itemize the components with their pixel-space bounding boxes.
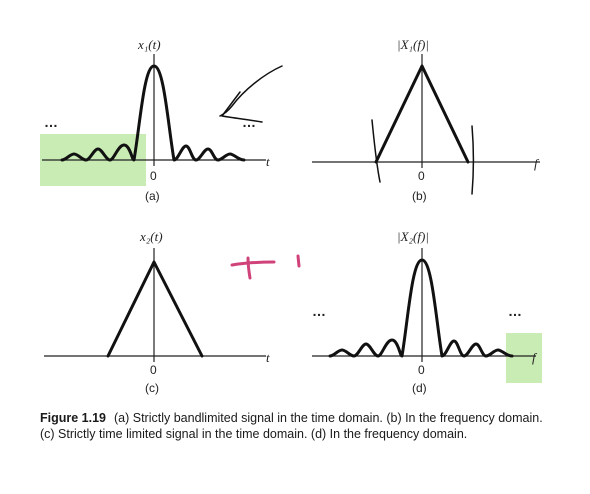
panel-d-sinc-curve — [328, 258, 514, 358]
panel-a: x₁(t) … … 0 t (a) — [42, 37, 270, 203]
panel-c-triangle — [106, 260, 204, 358]
panel-c-label: (c) — [145, 381, 159, 395]
panel-c-axis-variable: t — [266, 350, 270, 365]
panel-b-right-bracket — [471, 125, 475, 195]
panel-a-axis-variable: t — [266, 154, 270, 169]
panel-b-title: |X₁(f)| — [397, 37, 429, 52]
panel-a-zero-tick: 0 — [150, 169, 157, 183]
panel-d-dots-left: … — [312, 303, 326, 319]
panel-b-label: (b) — [412, 189, 427, 203]
panel-d-axis-variable: f — [532, 350, 538, 365]
figure-number: Figure 1.19 — [40, 411, 106, 425]
panel-b-zero-tick: 0 — [418, 169, 425, 183]
panel-a-sinc-curve — [60, 64, 246, 162]
panel-d-title: |X₂(f)| — [397, 229, 429, 244]
panel-b: |X₁(f)| 0 f (b) — [312, 37, 540, 203]
panel-c-zero-tick: 0 — [150, 363, 157, 377]
panel-d: |X₂(f)| … … 0 f (d) — [312, 229, 538, 395]
panel-b-left-bracket — [371, 119, 381, 183]
caption-text: (a) Strictly bandlimited signal in the t… — [40, 411, 543, 441]
handwritten-arrow — [219, 65, 283, 123]
figure-caption: Figure 1.19 (a) Strictly bandlimited sign… — [40, 410, 560, 442]
panel-d-label: (d) — [412, 381, 427, 395]
panel-c-title: x₂(t) — [139, 229, 163, 244]
panel-d-dots-right: … — [508, 303, 522, 319]
handwritten-plus — [230, 254, 301, 280]
panel-d-zero-tick: 0 — [418, 363, 425, 377]
panel-b-axis-variable: f — [534, 156, 540, 171]
panel-a-dots-right: … — [242, 114, 256, 130]
figure-1-19: x₁(t) … … 0 t (a) |X₁(f)| 0 f (b) x₂(t) … — [40, 37, 542, 395]
panel-a-title: x₁(t) — [137, 37, 161, 52]
panel-a-dots-left: … — [44, 114, 58, 130]
panel-c: x₂(t) 0 t (c) — [44, 229, 270, 395]
highlight-d-right — [506, 333, 542, 383]
panel-b-triangle — [374, 64, 470, 164]
panel-a-label: (a) — [145, 189, 160, 203]
